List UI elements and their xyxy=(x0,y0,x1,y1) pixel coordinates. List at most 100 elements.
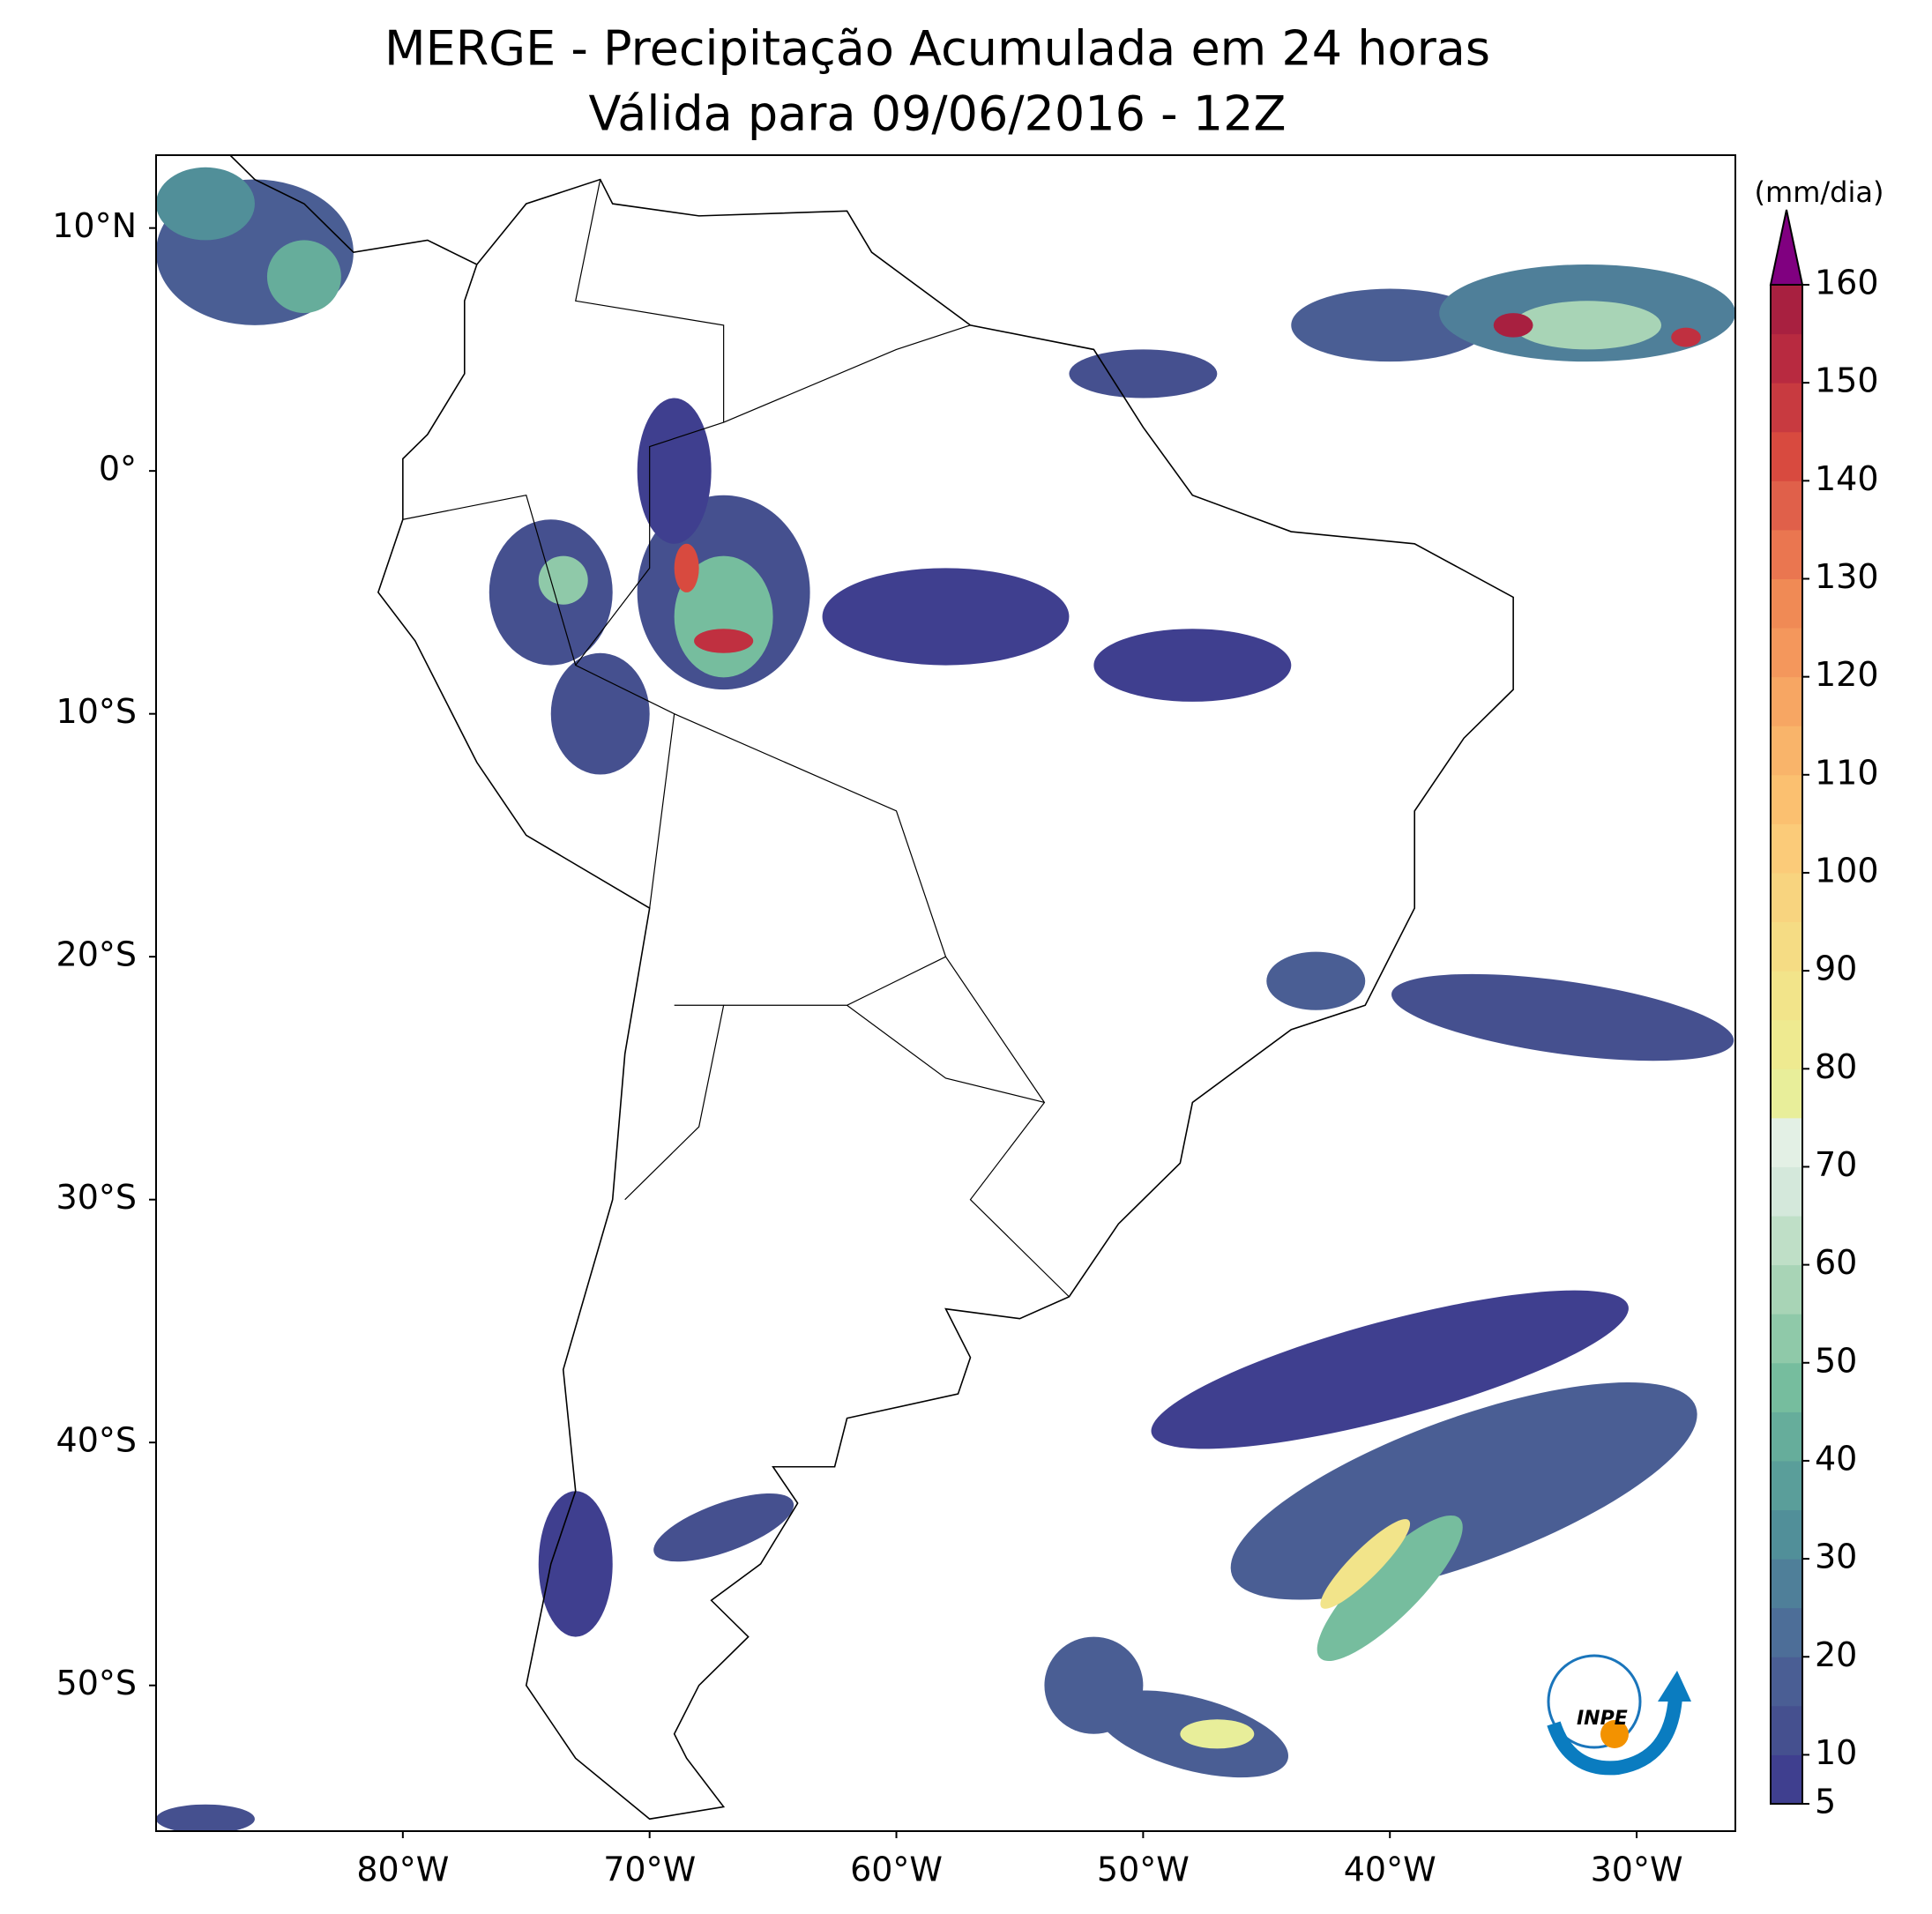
colorbar-band xyxy=(1771,1166,1802,1217)
x-tick-label: 70°W xyxy=(603,1851,696,1889)
y-tick-label: 30°S xyxy=(56,1178,137,1217)
precip-area xyxy=(1291,288,1489,362)
colorbar-tick-label: 70 xyxy=(1815,1145,1857,1184)
colorbar-band xyxy=(1771,1705,1802,1755)
colorbar-band xyxy=(1771,628,1802,678)
colorbar-tick-label: 90 xyxy=(1815,950,1857,988)
border xyxy=(723,956,946,1006)
colorbar-band xyxy=(1771,726,1802,776)
colorbar-band xyxy=(1771,480,1802,531)
colorbar-band xyxy=(1771,921,1802,972)
colorbar-frame xyxy=(1770,284,1803,1805)
colorbar-tick-label: 10 xyxy=(1815,1733,1857,1772)
colorbar-band xyxy=(1771,1362,1802,1412)
inpe-logo: INPE xyxy=(1547,1654,1691,1776)
colorbar-tick-label: 110 xyxy=(1815,753,1879,792)
colorbar-band xyxy=(1771,676,1802,726)
precip-area xyxy=(550,652,650,775)
colorbar-tick-label: 5 xyxy=(1815,1783,1836,1821)
colorbar-band xyxy=(1771,872,1802,923)
precip-area xyxy=(1493,313,1533,338)
x-tick-label: 80°W xyxy=(356,1851,449,1889)
colorbar-band xyxy=(1771,1411,1802,1462)
y-tick-label: 50°S xyxy=(56,1664,137,1702)
colorbar-band xyxy=(1771,971,1802,1021)
precip-area xyxy=(822,568,1070,666)
border xyxy=(624,1004,725,1201)
precip-area xyxy=(1180,1719,1255,1749)
y-tick-label: 20°S xyxy=(56,935,137,974)
colorbar-tick-label: 140 xyxy=(1815,459,1879,498)
colorbar-band xyxy=(1771,1216,1802,1266)
colorbar-extend xyxy=(1769,209,1804,286)
colorbar-band xyxy=(1771,333,1802,384)
colorbar-band xyxy=(1771,431,1802,481)
title: MERGE - Precipitação Acumulada em 24 hor… xyxy=(384,21,1490,77)
colorbar-band xyxy=(1771,1509,1802,1560)
precip-area xyxy=(1044,1636,1144,1734)
colorbar-band xyxy=(1771,1657,1802,1707)
x-tick-label: 60°W xyxy=(850,1851,943,1889)
colorbar-tick-label: 50 xyxy=(1815,1341,1857,1380)
y-tick-label: 40°S xyxy=(56,1421,137,1460)
logo-text: INPE xyxy=(1577,1708,1628,1730)
colorbar-band xyxy=(1771,285,1802,335)
colorbar-tick-label: 100 xyxy=(1815,851,1879,890)
border xyxy=(847,1004,1045,1104)
colorbar-band xyxy=(1771,823,1802,874)
colorbar-band xyxy=(1771,1460,1802,1511)
colorbar-band xyxy=(1771,529,1802,579)
colorbar-band xyxy=(1771,1117,1802,1167)
colorbar-tick-label: 150 xyxy=(1815,361,1879,400)
precip-area xyxy=(1069,349,1218,398)
colorbar-tick-label: 80 xyxy=(1815,1047,1857,1086)
x-tick-label: 40°W xyxy=(1344,1851,1436,1889)
precip-area xyxy=(156,167,255,241)
colorbar-band xyxy=(1771,1607,1802,1657)
coastline xyxy=(229,155,1514,1821)
precip-area xyxy=(1230,1382,1697,1600)
precip-area xyxy=(1151,1290,1629,1449)
precip-area xyxy=(1391,973,1734,1061)
precip-area xyxy=(538,1491,613,1637)
border xyxy=(402,495,577,666)
colorbar-band xyxy=(1771,1019,1802,1069)
subtitle: Válida para 09/06/2016 - 12Z xyxy=(589,86,1287,142)
precip-area xyxy=(538,555,588,605)
colorbar-band xyxy=(1771,578,1802,629)
colorbar-band xyxy=(1771,1069,1802,1119)
precip-area xyxy=(156,1804,255,1831)
colorbar-tick-label: 130 xyxy=(1815,557,1879,596)
colorbar-band xyxy=(1771,1754,1802,1805)
map-frame xyxy=(155,154,1736,1832)
colorbar-band xyxy=(1771,774,1802,824)
x-tick-label: 30°W xyxy=(1591,1851,1683,1889)
precip-area xyxy=(1513,301,1662,350)
colorbar-band xyxy=(1771,1314,1802,1364)
border xyxy=(575,179,725,423)
colorbar-band xyxy=(1771,1264,1802,1314)
y-tick-label: 0° xyxy=(99,450,137,488)
colorbar-tick-label: 40 xyxy=(1815,1439,1857,1478)
colorbar-tick-label: 160 xyxy=(1815,264,1879,302)
precip-area xyxy=(1317,1515,1463,1662)
colorbar-tick-label: 30 xyxy=(1815,1538,1857,1576)
precip-area xyxy=(1093,629,1292,702)
border xyxy=(674,713,1070,1298)
y-tick-label: 10°N xyxy=(52,206,137,245)
precip-area xyxy=(653,1493,794,1562)
precip-area xyxy=(1266,951,1366,1010)
border xyxy=(574,324,971,909)
colorbar-band xyxy=(1771,383,1802,433)
colorbar-tick-label: 60 xyxy=(1815,1243,1857,1282)
colorbar-tick-label: 20 xyxy=(1815,1635,1857,1674)
precip-area xyxy=(1671,327,1701,347)
colorbar-tick-label: 120 xyxy=(1815,655,1879,694)
map xyxy=(156,155,1735,1831)
precip-area xyxy=(266,240,341,314)
precip-area xyxy=(674,543,699,592)
x-tick-label: 50°W xyxy=(1097,1851,1190,1889)
colorbar-band xyxy=(1771,1559,1802,1609)
colorbar-label: (mm/dia) xyxy=(1755,175,1884,209)
